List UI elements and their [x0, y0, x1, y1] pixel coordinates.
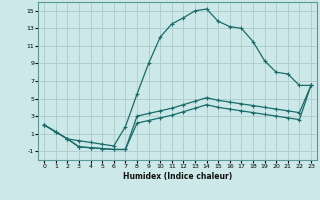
- X-axis label: Humidex (Indice chaleur): Humidex (Indice chaleur): [123, 172, 232, 181]
